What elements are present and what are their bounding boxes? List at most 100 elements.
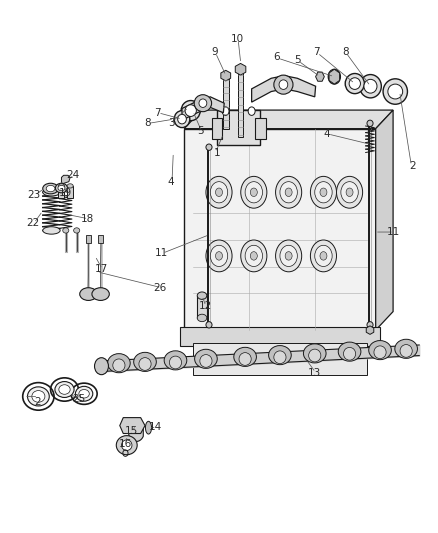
Text: 2: 2 bbox=[34, 397, 40, 407]
Text: 12: 12 bbox=[198, 301, 212, 311]
Text: 14: 14 bbox=[149, 422, 162, 432]
Ellipse shape bbox=[206, 240, 232, 272]
Ellipse shape bbox=[234, 348, 256, 366]
Ellipse shape bbox=[58, 185, 65, 191]
Text: 6: 6 bbox=[273, 52, 280, 62]
Ellipse shape bbox=[268, 345, 291, 365]
Ellipse shape bbox=[113, 359, 125, 372]
Ellipse shape bbox=[364, 79, 377, 93]
Bar bbox=[67, 186, 73, 198]
Ellipse shape bbox=[28, 387, 49, 406]
Ellipse shape bbox=[170, 356, 182, 369]
Bar bbox=[212, 118, 223, 139]
Text: 4: 4 bbox=[324, 129, 330, 139]
Ellipse shape bbox=[174, 111, 190, 127]
Polygon shape bbox=[376, 110, 393, 330]
Polygon shape bbox=[329, 69, 339, 84]
Ellipse shape bbox=[395, 340, 417, 358]
Ellipse shape bbox=[74, 228, 80, 233]
Ellipse shape bbox=[304, 344, 326, 363]
Ellipse shape bbox=[245, 182, 262, 203]
Ellipse shape bbox=[181, 101, 200, 120]
Ellipse shape bbox=[43, 189, 60, 196]
Ellipse shape bbox=[197, 314, 207, 321]
Polygon shape bbox=[182, 97, 224, 120]
Ellipse shape bbox=[134, 352, 156, 372]
Text: 26: 26 bbox=[154, 282, 167, 293]
Ellipse shape bbox=[95, 358, 109, 375]
Text: 25: 25 bbox=[72, 394, 85, 404]
Ellipse shape bbox=[388, 84, 403, 99]
Ellipse shape bbox=[43, 227, 60, 234]
Text: 3: 3 bbox=[168, 118, 174, 128]
Text: 23: 23 bbox=[28, 190, 41, 200]
Ellipse shape bbox=[215, 252, 223, 260]
Ellipse shape bbox=[248, 107, 255, 115]
Ellipse shape bbox=[245, 245, 262, 266]
Ellipse shape bbox=[164, 351, 187, 370]
Ellipse shape bbox=[369, 341, 391, 360]
Ellipse shape bbox=[67, 184, 73, 188]
Bar bbox=[98, 235, 103, 243]
Ellipse shape bbox=[116, 435, 137, 455]
Bar bbox=[254, 118, 265, 139]
Ellipse shape bbox=[360, 75, 381, 98]
Ellipse shape bbox=[139, 358, 151, 370]
Polygon shape bbox=[366, 326, 374, 334]
Ellipse shape bbox=[200, 354, 212, 367]
Ellipse shape bbox=[80, 288, 97, 301]
Text: 2: 2 bbox=[410, 161, 416, 171]
Bar bbox=[217, 110, 260, 144]
Ellipse shape bbox=[328, 69, 340, 84]
Polygon shape bbox=[120, 418, 145, 433]
Ellipse shape bbox=[320, 188, 327, 197]
Ellipse shape bbox=[197, 292, 207, 300]
Ellipse shape bbox=[311, 176, 336, 208]
Text: 1: 1 bbox=[213, 148, 220, 158]
Ellipse shape bbox=[309, 349, 321, 362]
Text: 22: 22 bbox=[26, 218, 39, 228]
Ellipse shape bbox=[336, 176, 363, 208]
Ellipse shape bbox=[280, 182, 297, 203]
Ellipse shape bbox=[241, 240, 267, 272]
Ellipse shape bbox=[55, 382, 74, 398]
Ellipse shape bbox=[222, 107, 229, 115]
Ellipse shape bbox=[121, 440, 132, 450]
Ellipse shape bbox=[75, 386, 93, 401]
Ellipse shape bbox=[345, 74, 364, 94]
Text: 15: 15 bbox=[124, 426, 138, 436]
Ellipse shape bbox=[400, 344, 412, 357]
Text: 8: 8 bbox=[144, 118, 151, 128]
Bar bbox=[86, 235, 91, 243]
Ellipse shape bbox=[58, 184, 64, 188]
Bar bbox=[58, 186, 64, 198]
Polygon shape bbox=[316, 72, 324, 81]
Ellipse shape bbox=[315, 245, 332, 266]
Ellipse shape bbox=[206, 321, 212, 328]
Ellipse shape bbox=[59, 385, 70, 394]
Ellipse shape bbox=[274, 351, 286, 364]
Text: 17: 17 bbox=[95, 264, 108, 274]
Text: 16: 16 bbox=[119, 439, 132, 449]
Bar bbox=[193, 343, 367, 375]
Ellipse shape bbox=[194, 95, 212, 112]
Ellipse shape bbox=[276, 240, 302, 272]
Text: 10: 10 bbox=[231, 34, 244, 44]
Ellipse shape bbox=[210, 245, 228, 266]
Ellipse shape bbox=[311, 240, 336, 272]
Ellipse shape bbox=[43, 183, 58, 194]
Text: 5: 5 bbox=[294, 55, 300, 64]
Text: 13: 13 bbox=[308, 368, 321, 377]
Ellipse shape bbox=[349, 78, 360, 90]
Ellipse shape bbox=[251, 188, 257, 197]
Text: 5: 5 bbox=[198, 126, 204, 136]
Text: 11: 11 bbox=[155, 248, 168, 259]
Bar bbox=[180, 327, 380, 346]
Polygon shape bbox=[184, 110, 393, 128]
Polygon shape bbox=[252, 76, 316, 102]
Text: 7: 7 bbox=[313, 47, 320, 56]
Polygon shape bbox=[61, 175, 70, 184]
Bar bbox=[223, 78, 229, 128]
Ellipse shape bbox=[215, 188, 223, 197]
Ellipse shape bbox=[320, 252, 327, 260]
